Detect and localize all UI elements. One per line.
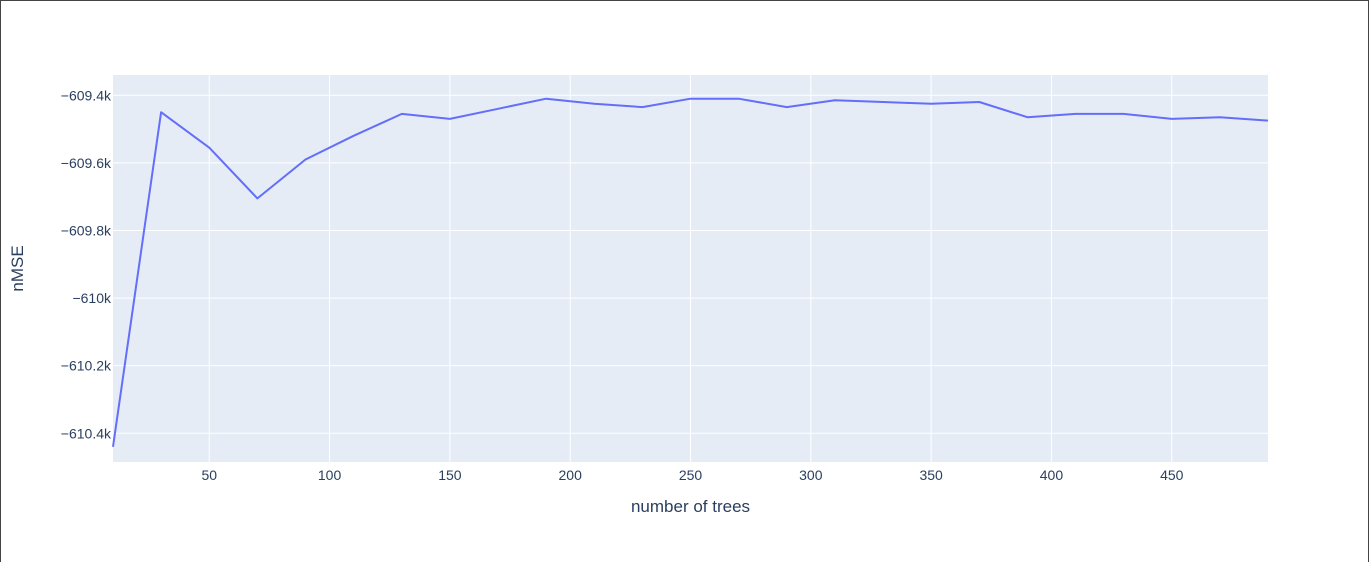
x-tick-label: 350 <box>919 467 943 483</box>
x-tick-label: 300 <box>799 467 823 483</box>
y-tick-label: −610.4k <box>61 425 112 441</box>
y-axis-title: nMSE <box>8 245 27 291</box>
y-tick-label: −609.6k <box>61 155 112 171</box>
series-line <box>112 97 1269 447</box>
x-tick-label: 200 <box>559 467 583 483</box>
x-gridlines <box>208 75 1173 462</box>
x-tick-label: 400 <box>1040 467 1064 483</box>
x-tick-label: 250 <box>679 467 703 483</box>
x-tick-labels: 50 100 150 200 250 300 350 400 450 <box>201 467 1183 483</box>
y-tick-labels: −609.4k −609.6k −609.8k −610k −610.2k −610.4k <box>61 87 112 441</box>
x-tick-label: 100 <box>318 467 342 483</box>
y-tick-label: −610.2k <box>61 358 112 374</box>
y-tick-label: −610k <box>72 290 112 306</box>
y-gridlines <box>113 94 1268 434</box>
x-axis-title: number of trees <box>631 497 750 516</box>
y-tick-label: −609.8k <box>61 222 112 238</box>
x-tick-label: 150 <box>438 467 462 483</box>
y-tick-label: −609.4k <box>61 87 112 103</box>
x-tick-label: 50 <box>201 467 217 483</box>
x-tick-label: 450 <box>1160 467 1184 483</box>
